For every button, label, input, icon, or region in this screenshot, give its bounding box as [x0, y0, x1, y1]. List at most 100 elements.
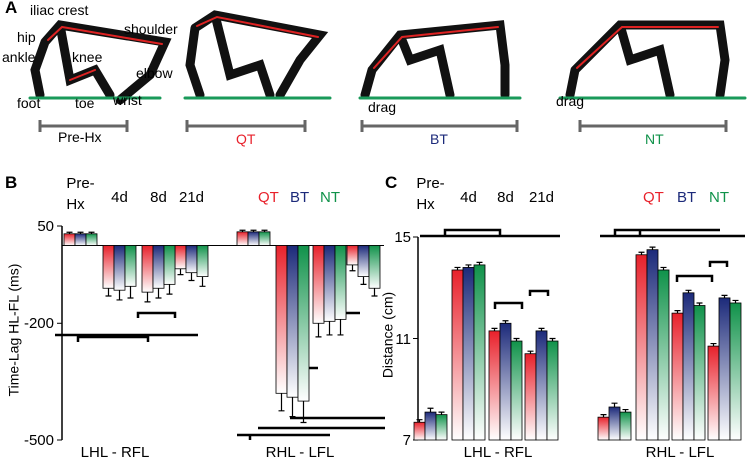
bar: [141, 245, 154, 293]
bar: [619, 411, 632, 441]
x-category-label: 8d: [497, 189, 514, 206]
bar: [74, 233, 87, 246]
bar: [524, 353, 537, 441]
group-label: RHL - LFL: [265, 444, 335, 461]
bar: [608, 406, 621, 441]
y-tick-label: 7: [402, 432, 411, 449]
error-bar: [638, 251, 645, 255]
error-bar: [144, 292, 151, 303]
scale-bars: [38, 120, 728, 132]
error-bar: [465, 264, 472, 268]
error-bar: [337, 319, 344, 336]
error-bar: [88, 231, 95, 234]
error-bar: [105, 288, 112, 297]
error-bar: [166, 284, 173, 295]
error-bar: [438, 411, 445, 415]
bar: [152, 245, 165, 289]
y-tick-label: 11: [395, 330, 411, 348]
bar: [488, 330, 501, 441]
y-tick-label: 50: [37, 218, 54, 235]
error-bar: [177, 268, 184, 276]
bar: [63, 233, 76, 246]
error-bar: [538, 327, 545, 331]
bar: [258, 231, 271, 246]
bar: [163, 245, 176, 285]
bar: [424, 411, 437, 441]
error-bar: [278, 393, 285, 412]
y-tick-label: -200: [23, 315, 54, 333]
anatomy-label: wrist: [113, 92, 142, 108]
error-bar: [611, 402, 618, 408]
error-bar: [155, 288, 162, 299]
bar: [334, 245, 347, 320]
bar: [85, 233, 98, 246]
x-category-label: 8d: [150, 189, 167, 206]
error-bar: [549, 337, 556, 342]
bar: [346, 245, 359, 266]
x-category-label: 21d: [178, 189, 205, 206]
bar: [473, 264, 486, 441]
bar: [535, 330, 548, 441]
legend-entry: BT: [290, 189, 310, 206]
error-bar: [491, 327, 498, 331]
stick-figures: [28, 10, 747, 105]
bar: [368, 245, 381, 289]
bar: [113, 245, 126, 291]
anatomy-label: drag: [556, 93, 585, 109]
condition-label: NT: [645, 131, 664, 147]
error-bar: [315, 323, 322, 338]
bar: [462, 267, 475, 441]
error-bar: [261, 229, 268, 232]
bar: [312, 245, 325, 324]
error-bar: [710, 342, 717, 347]
bar: [546, 340, 559, 441]
error-bar: [199, 276, 206, 287]
bar: [323, 245, 336, 322]
panel-label: C: [385, 173, 398, 192]
error-bar: [250, 229, 257, 232]
bar: [247, 231, 260, 246]
y-tick-label: -500: [23, 432, 54, 449]
error-bar: [502, 320, 509, 324]
error-bar: [600, 414, 607, 418]
anatomy-label: knee: [72, 49, 103, 65]
error-bar: [622, 408, 629, 413]
error-bar: [732, 299, 739, 303]
bar: [707, 345, 720, 441]
condition-label: BT: [430, 131, 448, 147]
legend-entry: QT: [643, 189, 664, 206]
x-category-label: 4d: [111, 189, 128, 206]
bar: [646, 249, 659, 441]
bar: [451, 269, 464, 441]
error-bar: [300, 401, 307, 424]
error-bar: [513, 337, 520, 342]
bar: [286, 245, 299, 398]
error-bar: [326, 321, 333, 336]
bar: [510, 340, 523, 441]
bar: [499, 322, 512, 441]
bar: [236, 231, 249, 246]
bar: [635, 254, 648, 441]
bar: [435, 414, 448, 441]
error-bar: [349, 264, 356, 272]
error-bar: [360, 276, 367, 285]
bar: [682, 292, 695, 441]
error-bar: [721, 294, 728, 298]
error-bar: [66, 231, 73, 234]
error-bar: [116, 290, 123, 301]
anatomy-label: shoulder: [124, 21, 178, 37]
error-bar: [527, 350, 534, 354]
anatomy-label: toe: [75, 95, 95, 111]
group-label: LHL - RFL: [80, 444, 150, 461]
group-label: LHL - RFL: [463, 444, 533, 461]
error-bar: [685, 289, 692, 293]
panel-label: B: [5, 173, 18, 192]
error-bar: [674, 309, 681, 314]
x-category-label: 21d: [528, 189, 555, 206]
anatomy-label: ankle: [2, 49, 36, 65]
bar: [671, 312, 684, 441]
legend-entry: NT: [320, 189, 340, 206]
y-axis-label: Time-Lag HL-FL (ms): [5, 263, 22, 397]
